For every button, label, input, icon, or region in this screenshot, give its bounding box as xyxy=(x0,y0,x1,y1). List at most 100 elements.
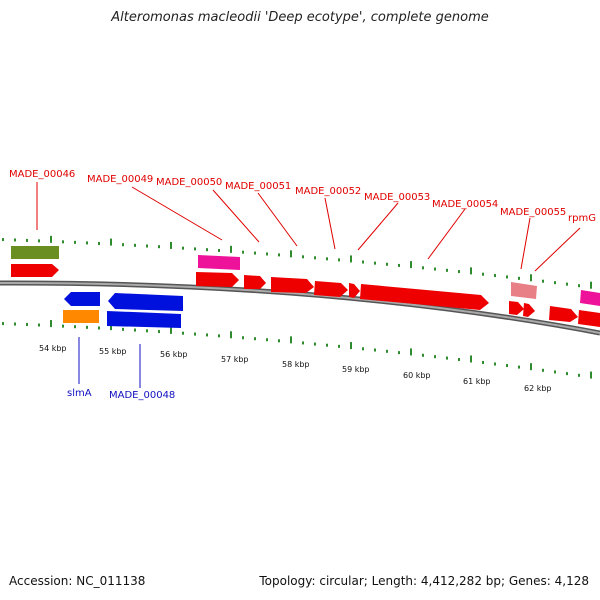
gene-label[interactable]: MADE_00055 xyxy=(500,207,566,218)
gene-label[interactable]: MADE_00046 xyxy=(9,169,75,180)
minor-tick xyxy=(134,328,136,332)
rna-feature[interactable] xyxy=(580,290,600,306)
minor-tick xyxy=(26,323,28,327)
minor-tick xyxy=(2,238,4,242)
reverse-gene-labels: slmA MADE_00048 xyxy=(67,337,175,401)
minor-tick xyxy=(422,353,424,357)
minor-tick xyxy=(542,368,544,372)
topology-summary: Topology: circular; Length: 4,412,282 bp… xyxy=(259,574,589,588)
cds-forward-feature[interactable] xyxy=(349,283,360,298)
major-tick xyxy=(350,255,352,263)
major-tick xyxy=(590,371,592,379)
gene-label[interactable]: MADE_00049 xyxy=(87,174,153,185)
minor-tick xyxy=(398,263,400,267)
cds-forward-feature[interactable] xyxy=(314,281,348,297)
cds-forward-feature[interactable] xyxy=(578,310,600,327)
cds-forward-feature[interactable] xyxy=(244,275,266,289)
minor-tick xyxy=(122,243,124,247)
minor-tick xyxy=(146,329,148,333)
minor-tick xyxy=(446,356,448,360)
accession-label: Accession: NC_011138 xyxy=(9,574,146,588)
minor-tick xyxy=(434,355,436,359)
cds-forward-feature[interactable] xyxy=(360,284,489,310)
minor-tick xyxy=(518,365,520,369)
major-tick xyxy=(50,320,52,328)
major-tick xyxy=(410,261,412,269)
minor-tick xyxy=(458,270,460,274)
minor-tick xyxy=(86,325,88,329)
minor-tick xyxy=(134,243,136,247)
gene-label[interactable]: MADE_00054 xyxy=(432,199,498,210)
minor-tick xyxy=(266,338,268,342)
gene-label[interactable]: MADE_00053 xyxy=(364,192,430,203)
minor-tick xyxy=(326,343,328,347)
cds-forward-feature[interactable] xyxy=(523,303,535,317)
scale-axis: 54 kbp 55 kbp 56 kbp 57 kbp 58 kbp 59 kb… xyxy=(39,344,552,393)
minor-tick xyxy=(506,364,508,368)
minor-tick xyxy=(38,239,40,243)
cds-forward-feature[interactable] xyxy=(11,264,59,277)
rna-feature-pink[interactable] xyxy=(511,282,537,299)
major-tick xyxy=(530,274,532,282)
minor-tick xyxy=(494,274,496,278)
minor-tick xyxy=(206,333,208,337)
minor-tick xyxy=(554,281,556,285)
scale-tick-label: 56 kbp xyxy=(160,350,188,359)
minor-tick xyxy=(482,360,484,364)
minor-tick xyxy=(302,341,304,345)
minor-tick xyxy=(254,337,256,341)
scale-tick-label: 54 kbp xyxy=(39,344,67,353)
minor-tick xyxy=(98,326,100,330)
cds-forward-feature[interactable] xyxy=(196,272,239,287)
cds-reverse-feature[interactable] xyxy=(64,292,100,306)
minor-tick xyxy=(386,262,388,266)
cds-forward-feature[interactable] xyxy=(271,277,314,293)
gene-label[interactable]: MADE_00050 xyxy=(156,177,222,188)
rna-feature[interactable] xyxy=(198,255,240,270)
scale-tick-label: 60 kbp xyxy=(403,371,431,380)
minor-tick xyxy=(362,347,364,351)
minor-tick xyxy=(518,276,520,280)
cds-reverse-feature[interactable] xyxy=(107,311,181,328)
minor-tick xyxy=(98,241,100,245)
minor-tick xyxy=(434,267,436,271)
minor-tick xyxy=(2,322,4,326)
minor-tick xyxy=(374,261,376,265)
lower-tick-row xyxy=(2,320,592,379)
minor-tick xyxy=(566,282,568,286)
major-tick xyxy=(110,238,112,246)
minor-tick xyxy=(554,370,556,374)
minor-tick xyxy=(398,351,400,355)
gene-label[interactable]: slmA xyxy=(67,388,92,399)
scale-tick-label: 55 kbp xyxy=(99,347,127,356)
scale-tick-label: 62 kbp xyxy=(524,384,552,393)
orange-feature[interactable] xyxy=(63,310,99,323)
minor-tick xyxy=(578,373,580,377)
gene-label[interactable]: MADE_00052 xyxy=(295,186,361,197)
minor-tick xyxy=(74,325,76,329)
minor-tick xyxy=(218,334,220,338)
gene-label[interactable]: MADE_00051 xyxy=(225,181,291,192)
major-tick xyxy=(350,342,352,350)
minor-tick xyxy=(326,257,328,261)
minor-tick xyxy=(314,342,316,346)
green-gene-feature[interactable] xyxy=(11,246,59,259)
gene-label[interactable]: rpmG xyxy=(568,213,596,224)
upper-tick-row xyxy=(2,235,592,289)
minor-tick xyxy=(158,245,160,249)
gene-label[interactable]: MADE_00048 xyxy=(109,390,175,401)
minor-tick xyxy=(338,344,340,348)
major-tick xyxy=(590,281,592,289)
minor-tick xyxy=(218,249,220,253)
cds-reverse-feature[interactable] xyxy=(108,293,183,311)
major-tick xyxy=(110,323,112,331)
minor-tick xyxy=(266,252,268,256)
minor-tick xyxy=(206,248,208,252)
minor-tick xyxy=(338,258,340,262)
minor-tick xyxy=(278,253,280,257)
cds-forward-feature[interactable] xyxy=(549,306,578,322)
cds-forward-feature[interactable] xyxy=(509,301,524,315)
minor-tick xyxy=(494,362,496,366)
major-tick xyxy=(410,348,412,356)
scale-tick-label: 61 kbp xyxy=(463,377,491,386)
